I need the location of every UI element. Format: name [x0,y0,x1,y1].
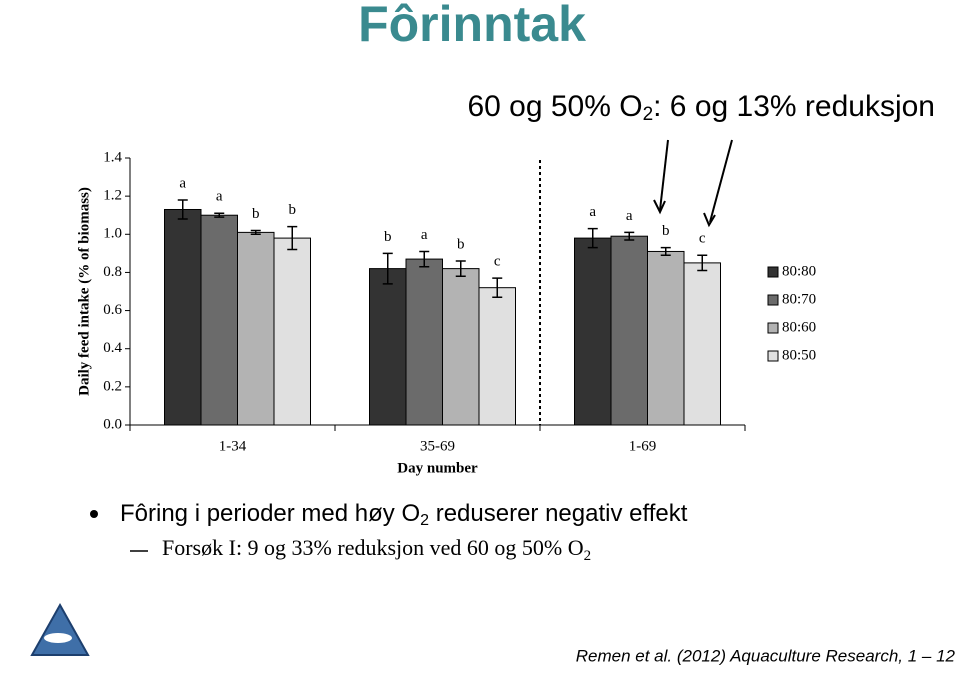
slide-title: Fôrinntak [358,0,586,52]
y-tick-label: 0.4 [103,340,122,356]
significance-letter: a [179,175,186,191]
significance-letter: a [589,204,596,220]
bar [647,250,685,426]
significance-letter: b [662,223,670,239]
bar [369,268,407,426]
legend-swatch [767,350,779,362]
significance-letter: a [626,208,633,224]
error-bar [697,254,708,272]
error-bar [587,227,598,249]
bullet: Fôring i perioder med høy O2 reduserer n… [120,500,688,529]
error-bar [660,246,671,257]
x-axis-label: Day number [397,460,478,476]
significance-letter: a [421,227,428,243]
significance-letter: c [494,254,501,270]
legend-swatch [767,266,779,278]
subscript: 2 [584,548,592,564]
legend-label: 80:80 [782,263,816,279]
legend-label: 80:70 [782,291,816,307]
bullet-text: Fôring i perioder med høy O [120,500,420,527]
y-axis-label: Daily feed intake (% of biomass) [76,187,92,396]
subtitle-text: 60 og 50% O [467,90,642,123]
bar [574,237,612,426]
subscript: 2 [420,512,429,529]
error-bar [214,212,225,218]
bullet-text: Forsøk I: 9 og 33% reduksjon ved 60 og 5… [162,535,584,560]
significance-letter: c [699,231,706,247]
legend-swatch [767,322,779,334]
error-bar [624,231,635,241]
citation: Remen et al. (2012) Aquaculture Research… [576,646,956,665]
legend-label: 80:60 [782,319,816,335]
legend-swatch [767,294,779,306]
logo [30,602,90,656]
error-bar [492,277,503,298]
bullet-text: reduserer negativ effekt [429,500,688,527]
subtitle: 60 og 50% O2: 6 og 13% reduksjon [467,90,935,125]
y-tick-label: 0.8 [103,264,122,280]
bar [478,287,516,426]
subtitle-text: : 6 og 13% reduksjon [653,90,935,123]
sub-bullet: Forsøk I: 9 og 33% reduksjon ved 60 og 5… [162,535,591,564]
bullet-dot [90,510,98,518]
error-bar [287,225,298,251]
error-bar [250,229,261,236]
legend-label: 80:50 [782,347,816,363]
error-bar [177,199,188,220]
error-bar [455,260,466,277]
significance-letter: b [384,229,392,245]
x-tick-label: 35-69 [420,438,455,454]
bar [610,235,648,426]
y-tick-label: 1.2 [103,188,122,204]
subscript: 2 [643,104,654,125]
bar [164,208,202,426]
y-tick-label: 0.2 [103,378,122,394]
bar [200,214,238,426]
arrows [653,139,733,228]
bar [442,268,480,426]
bar [683,262,721,426]
x-tick-label: 1-34 [219,438,247,454]
y-tick-label: 1.4 [103,149,122,165]
significance-letter: b [457,236,465,252]
y-tick-label: 0.0 [103,416,122,432]
bar [405,258,443,426]
bar [273,237,311,426]
y-tick-label: 1.0 [103,226,122,242]
y-tick-label: 0.6 [103,302,122,318]
x-tick-label: 1-69 [629,438,657,454]
bar [237,231,275,426]
significance-letter: b [252,206,260,222]
error-bar [382,252,393,285]
significance-letter: b [289,202,297,218]
error-bar [419,250,430,268]
significance-letter: a [216,189,223,205]
